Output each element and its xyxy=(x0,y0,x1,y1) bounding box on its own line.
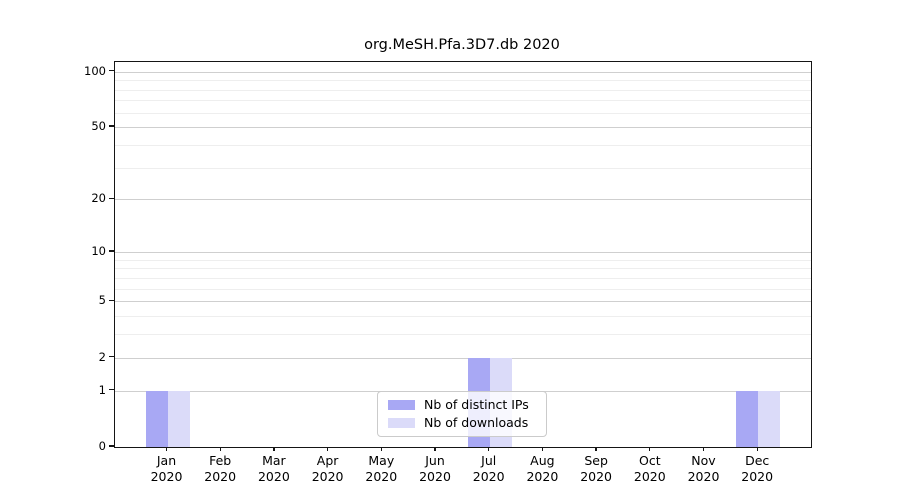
year-label: 2020 xyxy=(472,468,505,484)
gridline-minor xyxy=(115,144,811,146)
month-label: Jun xyxy=(425,453,445,468)
x-axis-tick-label: Jan 2020 xyxy=(135,453,199,484)
gridline-minor xyxy=(115,334,811,336)
month-label: Dec xyxy=(745,453,770,468)
y-axis-tick-label: 2 xyxy=(98,349,106,364)
y-axis-tick xyxy=(109,125,114,127)
y-axis-tick-label: 100 xyxy=(84,63,106,78)
x-axis-tick-label: Nov 2020 xyxy=(672,453,736,484)
gridline-major xyxy=(115,357,811,359)
month-label: Jul xyxy=(481,453,497,468)
gridline-minor xyxy=(115,288,811,290)
year-label: 2020 xyxy=(257,468,290,484)
x-axis-tick xyxy=(165,447,168,452)
year-label: 2020 xyxy=(687,468,720,484)
x-axis-tick-label: Feb 2020 xyxy=(188,453,252,484)
year-label: 2020 xyxy=(526,468,559,484)
legend: Nb of distinct IPs Nb of downloads xyxy=(377,391,547,437)
year-label: 2020 xyxy=(633,468,666,484)
legend-swatch-distinct-ips xyxy=(388,400,415,410)
gridline-minor xyxy=(115,259,811,261)
legend-item-distinct-ips: Nb of distinct IPs xyxy=(378,398,546,412)
year-label: 2020 xyxy=(365,468,398,484)
x-axis-tick-label: Jun 2020 xyxy=(403,453,467,484)
legend-swatch-downloads xyxy=(388,418,415,428)
legend-label-distinct-ips: Nb of distinct IPs xyxy=(424,397,529,412)
month-label: Aug xyxy=(530,453,555,468)
x-axis-tick xyxy=(756,447,758,452)
bar-distinct-ips-jan xyxy=(145,390,168,447)
year-label: 2020 xyxy=(311,468,344,484)
gridline-major xyxy=(115,71,811,73)
year-label: 2020 xyxy=(419,468,451,484)
bar-downloads-jan xyxy=(167,390,190,447)
y-axis-tick xyxy=(109,197,114,200)
x-axis-tick-label: May 2020 xyxy=(349,453,413,484)
year-label: 2020 xyxy=(150,468,183,484)
month-label: May xyxy=(368,453,395,468)
y-axis-tick xyxy=(109,388,114,391)
month-label: Apr xyxy=(316,453,339,468)
y-axis-tick xyxy=(109,250,114,252)
x-axis-tick xyxy=(434,447,436,452)
month-label: Oct xyxy=(638,453,661,468)
y-axis-tick-label: 50 xyxy=(91,119,106,134)
x-axis-tick-label: Mar 2020 xyxy=(242,453,306,484)
y-axis-tick xyxy=(109,69,114,72)
gridline-minor xyxy=(115,89,811,91)
x-axis-tick-label: Oct 2020 xyxy=(618,453,682,484)
chart-title: org.MeSH.Pfa.3D7.db 2020 xyxy=(364,37,560,53)
x-axis-tick-label: Sep 2020 xyxy=(564,453,628,484)
gridline-minor xyxy=(115,112,811,114)
month-label: Mar xyxy=(262,453,286,468)
x-axis-tick xyxy=(541,447,544,452)
y-axis-tick xyxy=(109,299,114,301)
legend-item-downloads: Nb of downloads xyxy=(378,416,546,430)
gridline-minor xyxy=(115,80,811,82)
y-axis-tick xyxy=(109,355,114,358)
month-label: Jan xyxy=(156,453,177,468)
gridline-major xyxy=(115,251,811,253)
gridline-minor xyxy=(115,268,811,270)
gridline-minor xyxy=(115,277,811,279)
x-axis-tick-label: Jul 2020 xyxy=(457,453,521,484)
gridline-minor xyxy=(115,316,811,318)
x-axis-tick xyxy=(219,447,221,452)
x-axis-tick xyxy=(488,447,490,452)
legend-label-downloads: Nb of downloads xyxy=(424,415,529,430)
x-axis-tick-label: Apr 2020 xyxy=(296,453,360,484)
x-axis-tick xyxy=(273,447,275,452)
y-axis-tick-label: 0 xyxy=(98,439,106,453)
y-axis-tick-label: 10 xyxy=(91,243,106,258)
x-axis-tick xyxy=(326,447,329,452)
x-axis-tick xyxy=(649,447,651,452)
y-axis-tick xyxy=(109,445,114,447)
x-axis-tick xyxy=(702,447,705,452)
gridline-major xyxy=(115,199,811,201)
x-axis-tick xyxy=(595,447,597,452)
x-axis-tick-label: Aug 2020 xyxy=(510,453,574,484)
gridline-minor xyxy=(115,100,811,102)
y-axis-tick-label: 20 xyxy=(91,191,106,206)
bar-downloads-dec xyxy=(758,390,781,447)
year-label: 2020 xyxy=(741,468,774,484)
x-axis-tick xyxy=(380,447,382,452)
x-axis-tick-label: Dec 2020 xyxy=(725,453,789,484)
year-label: 2020 xyxy=(204,468,237,484)
y-axis-tick-label: 5 xyxy=(98,293,106,308)
gridline-major xyxy=(115,127,811,129)
year-label: 2020 xyxy=(580,468,612,484)
month-label: Nov xyxy=(691,453,716,468)
plot-area xyxy=(114,61,812,448)
gridline-major xyxy=(115,301,811,303)
gridline-minor xyxy=(115,167,811,169)
y-axis-tick-label: 1 xyxy=(98,382,106,397)
month-label: Sep xyxy=(584,453,608,468)
bar-distinct-ips-dec xyxy=(736,390,759,447)
month-label: Feb xyxy=(209,453,232,468)
